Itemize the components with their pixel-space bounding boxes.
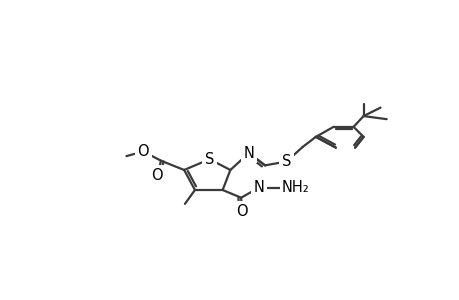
Text: N: N	[253, 180, 264, 195]
Text: O: O	[151, 168, 162, 183]
Text: S: S	[204, 152, 214, 167]
Text: NH₂: NH₂	[281, 180, 309, 195]
Text: S: S	[281, 154, 291, 169]
Text: N: N	[243, 146, 254, 160]
Text: O: O	[235, 204, 247, 219]
Text: O: O	[137, 144, 149, 159]
